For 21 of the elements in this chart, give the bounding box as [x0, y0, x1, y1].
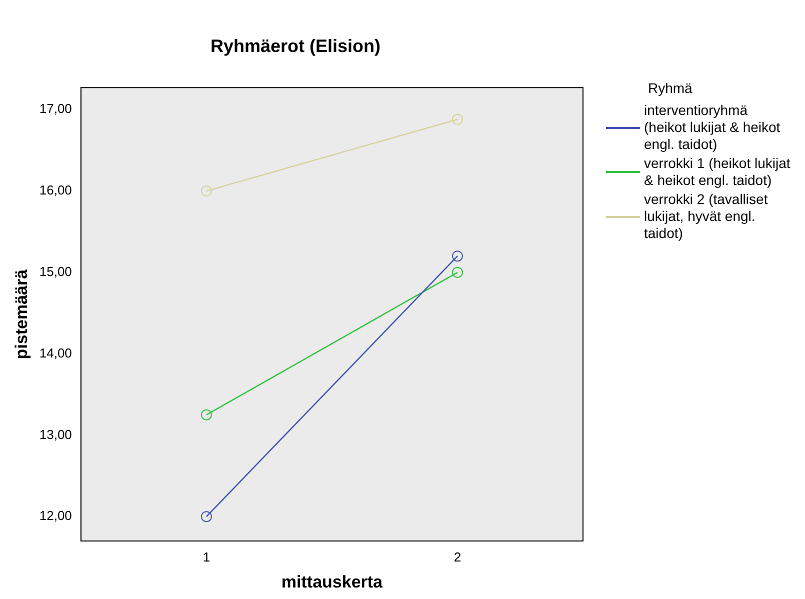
- x-tick-label: 2: [454, 549, 462, 564]
- y-tick-label: 12,00: [39, 508, 72, 524]
- chart-title: Ryhmäerot (Elision): [210, 36, 381, 56]
- point: [200, 185, 212, 196]
- point: [452, 250, 463, 262]
- x-tick-label: 1: [202, 549, 210, 564]
- y-tick-label: 16,00: [39, 182, 72, 198]
- point: [452, 266, 463, 278]
- legend-label: verrokki 2 (tavalliset lukijat, hyvät engl. taidot): [644, 191, 769, 242]
- x-axis-title: mittauskerta: [281, 572, 384, 592]
- y-tick-label: 17,00: [39, 101, 72, 116]
- legend-label: interventioryhmä (heikot lukijat & heikot engl. taidot): [644, 102, 782, 153]
- y-tick-label: 14,00: [39, 345, 72, 360]
- legend-label: verrokki 1 (heikot lukijat & heikot engl. taidot): [644, 155, 791, 189]
- legend-title: Ryhmä: [648, 80, 694, 96]
- point: [452, 114, 463, 125]
- y-tick-label: 15,00: [39, 264, 72, 279]
- point: [200, 511, 212, 522]
- point: [200, 409, 212, 420]
- y-tick-label: 13,00: [39, 426, 72, 442]
- y-axis-title: pistemäärä: [12, 268, 31, 360]
